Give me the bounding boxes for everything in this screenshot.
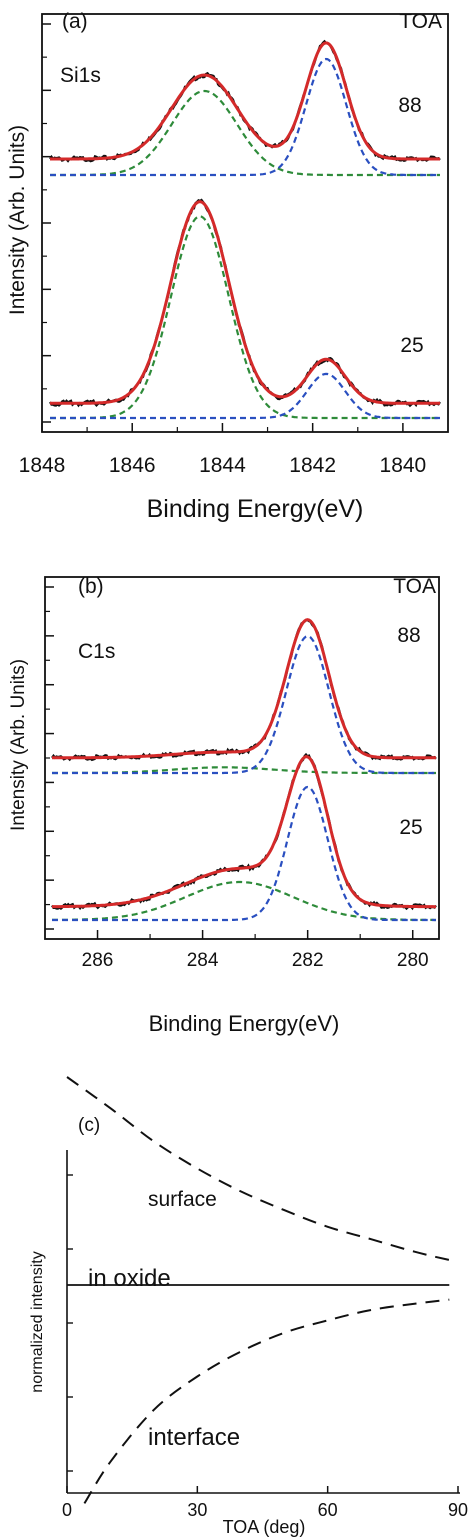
panel-c-label: (c) xyxy=(78,1115,100,1136)
series-label-in-oxide: in oxide xyxy=(88,1265,171,1292)
panel-b-xlabel: Binding Energy(eV) xyxy=(149,1011,340,1036)
fit-envelope-curve xyxy=(50,41,440,161)
panel-c-ylabel: normalized intensity xyxy=(29,1251,46,1392)
panel-a-label: (a) xyxy=(62,10,88,33)
data-trace xyxy=(49,198,441,408)
panel-a-ylabel: Intensity (Arb. Units) xyxy=(6,125,29,315)
data-trace xyxy=(49,39,441,163)
series-curve-surface xyxy=(66,1076,450,1261)
panel-c: 0 30 60 90 (c) surface in oxide interface T… xyxy=(29,1076,468,1537)
fit-envelope-curve xyxy=(52,755,436,909)
panel-b-frame xyxy=(44,576,440,940)
interface-component-curve xyxy=(52,785,436,922)
interface-component-curve xyxy=(52,635,436,775)
panel-c-xlabel: TOA (deg) xyxy=(223,1517,306,1537)
oxide-component-curve xyxy=(50,215,440,420)
panel-b-element-label: C1s xyxy=(78,640,115,663)
x-tick-label: 90 xyxy=(448,1500,468,1520)
x-tick-label: 60 xyxy=(318,1500,338,1520)
x-tick-label: 1840 xyxy=(380,454,427,477)
x-tick-label: 0 xyxy=(62,1500,72,1520)
panel-a-spectrum-label-25: 25 xyxy=(400,334,423,357)
x-tick-label: 282 xyxy=(292,950,324,971)
series-label-interface: interface xyxy=(148,1424,240,1451)
x-tick-label: 1842 xyxy=(289,454,336,477)
series-curve-interface xyxy=(83,1298,450,1504)
panel-b-ylabel: Intensity (Arb. Units) xyxy=(8,659,29,831)
panel-b-spectrum-label-25: 25 xyxy=(399,816,422,839)
panel-a-xlabel: Binding Energy(eV) xyxy=(147,495,364,523)
fit-envelope-curve xyxy=(50,200,440,405)
interface-component-curve xyxy=(50,372,440,420)
panel-b: 286 284 282 280 (b) TOA C1s 88 25 Binding E… xyxy=(8,575,440,1036)
x-tick-label: 30 xyxy=(187,1500,207,1520)
panel-b-corner-label: TOA xyxy=(393,575,436,598)
panel-a-spectrum-label-88: 88 xyxy=(398,94,421,117)
panel-a-element-label: Si1s xyxy=(60,64,101,87)
x-tick-label: 1848 xyxy=(19,454,66,477)
panel-b-spectrum-label-88: 88 xyxy=(397,624,420,647)
panel-a-frame xyxy=(41,13,449,433)
oxide-component-curve xyxy=(52,880,436,922)
x-tick-label: 286 xyxy=(82,950,114,971)
panel-b-label: (b) xyxy=(78,575,104,598)
oxide-component-curve xyxy=(50,89,440,177)
x-tick-label: 280 xyxy=(397,950,429,971)
x-tick-label: 1846 xyxy=(109,454,156,477)
interface-component-curve xyxy=(50,57,440,177)
series-label-surface: surface xyxy=(148,1188,217,1211)
x-tick-label: 1844 xyxy=(199,454,246,477)
panel-a-corner-label: TOA xyxy=(399,10,442,33)
data-trace xyxy=(51,752,437,911)
fit-envelope-curve xyxy=(52,618,436,760)
x-tick-label: 284 xyxy=(187,950,219,971)
panel-a: 1848 1846 1844 1842 1840 (a) TOA Si1s 88 25 … xyxy=(6,10,449,523)
